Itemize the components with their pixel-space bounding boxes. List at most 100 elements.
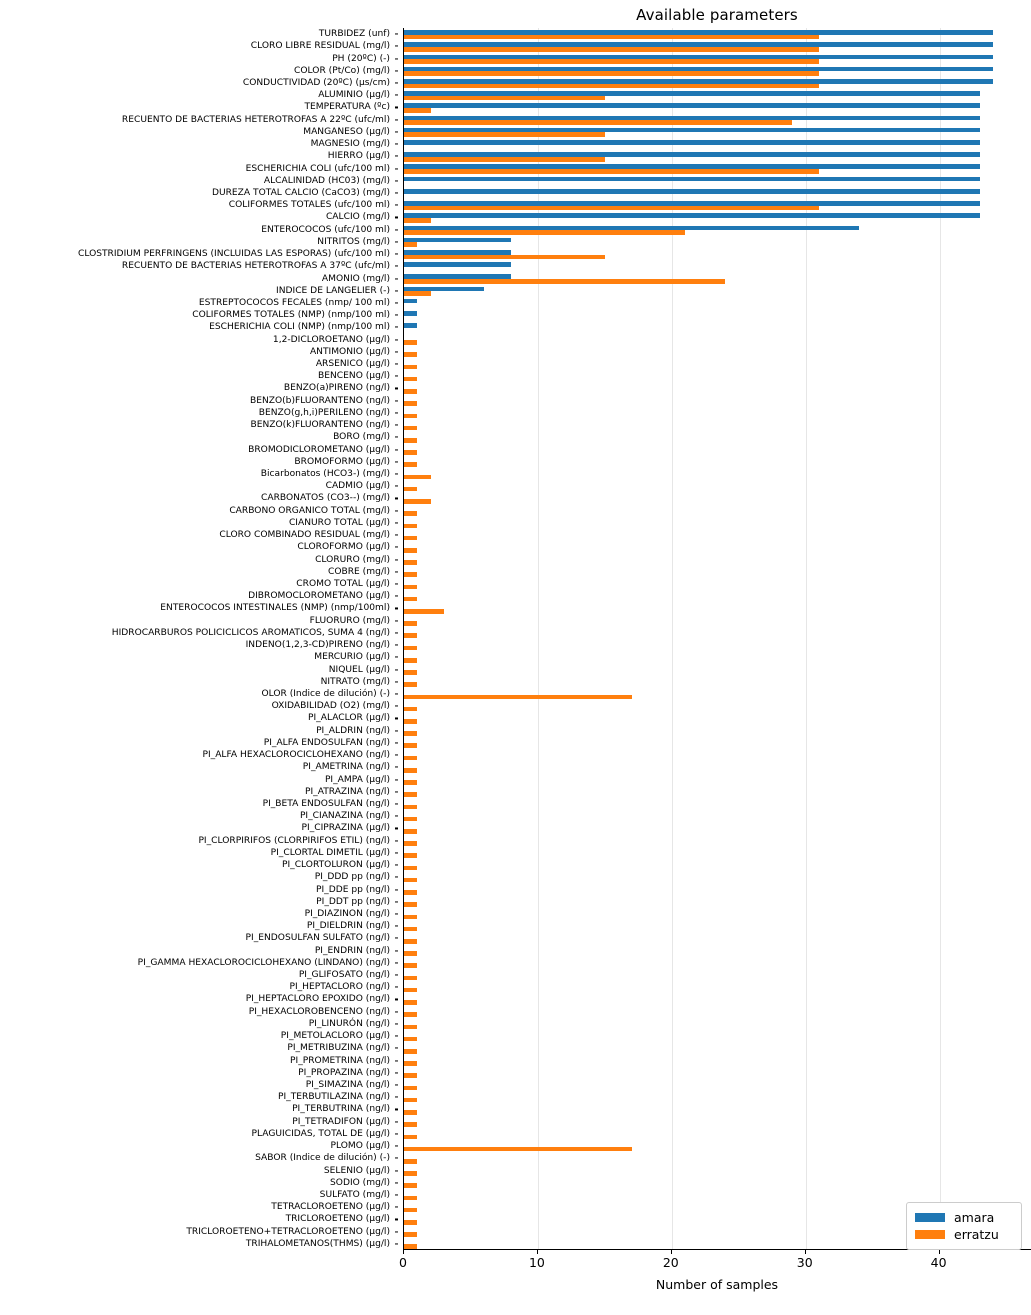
y-tick-mark — [394, 522, 398, 524]
legend-swatch-icon — [915, 1213, 945, 1222]
bar-erratzu — [404, 572, 418, 577]
bar-erratzu — [404, 731, 418, 736]
y-tick-mark — [394, 607, 398, 609]
bar-group — [404, 297, 1031, 309]
y-tick-mark — [394, 583, 398, 585]
bar-group — [404, 1177, 1031, 1189]
y-tick-label: CARBONO ORGANICO TOTAL (mg/l) — [229, 505, 390, 516]
bar-amara — [404, 103, 980, 108]
bar-group — [404, 28, 1031, 40]
bar-group — [404, 908, 1031, 920]
y-tick-label: DIBROMOCLOROMETANO (µg/l) — [248, 591, 390, 602]
y-tick-mark — [394, 693, 398, 695]
y-tick-mark — [394, 705, 398, 707]
y-tick-mark — [394, 766, 398, 768]
y-tick-label: MAGNESIO (mg/l) — [310, 139, 390, 150]
y-tick-mark — [394, 449, 398, 451]
bar-erratzu — [404, 389, 418, 394]
legend-entry-amara[interactable]: amara — [915, 1209, 1013, 1226]
y-tick-label: NITRATO (mg/l) — [320, 676, 390, 687]
bar-erratzu — [404, 1122, 418, 1127]
y-tick-mark — [394, 962, 398, 964]
bar-group — [404, 1103, 1031, 1115]
bar-group — [404, 749, 1031, 761]
bar-erratzu — [404, 254, 605, 260]
bar-amara — [404, 140, 980, 145]
bar-erratzu — [404, 694, 632, 700]
bar-erratzu — [404, 425, 418, 431]
y-tick-mark — [394, 143, 398, 145]
bar-group — [404, 541, 1031, 553]
bar-erratzu — [404, 1146, 632, 1152]
bar-group — [404, 883, 1031, 895]
y-tick-label: BENZO(k)FLUORANTENO (ng/l) — [250, 420, 390, 431]
bar-erratzu — [404, 792, 418, 797]
bar-group — [404, 285, 1031, 297]
bar-erratzu — [404, 1220, 418, 1225]
bar-erratzu — [404, 413, 418, 419]
bar-group — [404, 1054, 1031, 1066]
x-tick-mark — [938, 1250, 940, 1254]
bar-group — [404, 920, 1031, 932]
y-tick-label: CARBONATOS (CO3--) (mg/l) — [261, 493, 390, 504]
bar-erratzu — [404, 1097, 418, 1103]
y-tick-label: PI_CLORPIRIFOS (CLORPIRIFOS ETIL) (ng/l) — [198, 835, 390, 846]
bar-group — [404, 52, 1031, 64]
bar-erratzu — [404, 132, 605, 138]
x-tick-label: 40 — [930, 1255, 947, 1270]
y-tick-label: OLOR (Indice de dilución) (-) — [261, 688, 390, 699]
y-tick-mark — [394, 290, 398, 292]
bar-group — [404, 847, 1031, 859]
y-tick-mark — [394, 1133, 398, 1135]
y-tick-mark — [394, 950, 398, 952]
bar-group — [404, 945, 1031, 957]
bar-erratzu — [404, 1183, 418, 1188]
bar-erratzu — [404, 205, 820, 211]
chart-title: Available parameters — [636, 6, 798, 24]
bar-erratzu — [404, 218, 431, 223]
bar-group — [404, 969, 1031, 981]
bar-erratzu — [404, 987, 418, 993]
bar-amara — [404, 164, 980, 170]
bar-group — [404, 1079, 1031, 1091]
y-tick-label: BROMOFORMO (µg/l) — [294, 456, 390, 467]
y-tick-label: COLIFORMES TOTALES (ufc/100 ml) — [228, 200, 390, 211]
y-tick-label: PI_CIANAZINA (ng/l) — [299, 811, 390, 822]
y-tick-mark — [394, 754, 398, 756]
y-tick-mark — [394, 559, 398, 561]
y-tick-label: ALUMINIO (µg/l) — [318, 90, 390, 101]
y-tick-mark — [394, 1023, 398, 1025]
y-tick-label: PI_ALDRIN (ng/l) — [316, 725, 390, 736]
bar-erratzu — [404, 95, 605, 101]
bar-group — [404, 260, 1031, 272]
y-tick-mark — [394, 375, 398, 377]
legend-entry-erratzu[interactable]: erratzu — [915, 1226, 1013, 1243]
y-tick-label: BENCENO (µg/l) — [318, 371, 390, 382]
y-tick-mark — [394, 998, 398, 1001]
y-tick-mark — [394, 974, 398, 976]
y-tick-label: PI_GAMMA HEXACLOROCICLOHEXANO (LINDANO) … — [137, 957, 390, 968]
bar-group — [404, 761, 1031, 773]
bar-group — [404, 65, 1031, 77]
legend-label: amara — [954, 1210, 995, 1225]
y-tick-mark — [394, 620, 398, 622]
bar-erratzu — [404, 609, 445, 614]
bar-erratzu — [404, 242, 418, 248]
bar-group — [404, 272, 1031, 284]
y-tick-mark — [394, 70, 398, 72]
legend-label: erratzu — [954, 1227, 999, 1242]
bar-erratzu — [404, 743, 418, 749]
bar-erratzu — [404, 560, 418, 565]
y-tick-mark — [394, 1243, 398, 1245]
y-tick-label: INDICE DE LANGELIER (-) — [276, 285, 390, 296]
bar-group — [404, 199, 1031, 211]
y-tick-mark — [394, 131, 398, 133]
bar-erratzu — [404, 547, 418, 553]
bar-group — [404, 602, 1031, 614]
bar-amara — [404, 262, 512, 267]
y-tick-mark — [394, 1011, 398, 1013]
bar-group — [404, 835, 1031, 847]
y-tick-label: PI_HEPTACLORO (ng/l) — [289, 982, 390, 993]
bar-group — [404, 1189, 1031, 1201]
y-tick-mark — [394, 913, 398, 915]
